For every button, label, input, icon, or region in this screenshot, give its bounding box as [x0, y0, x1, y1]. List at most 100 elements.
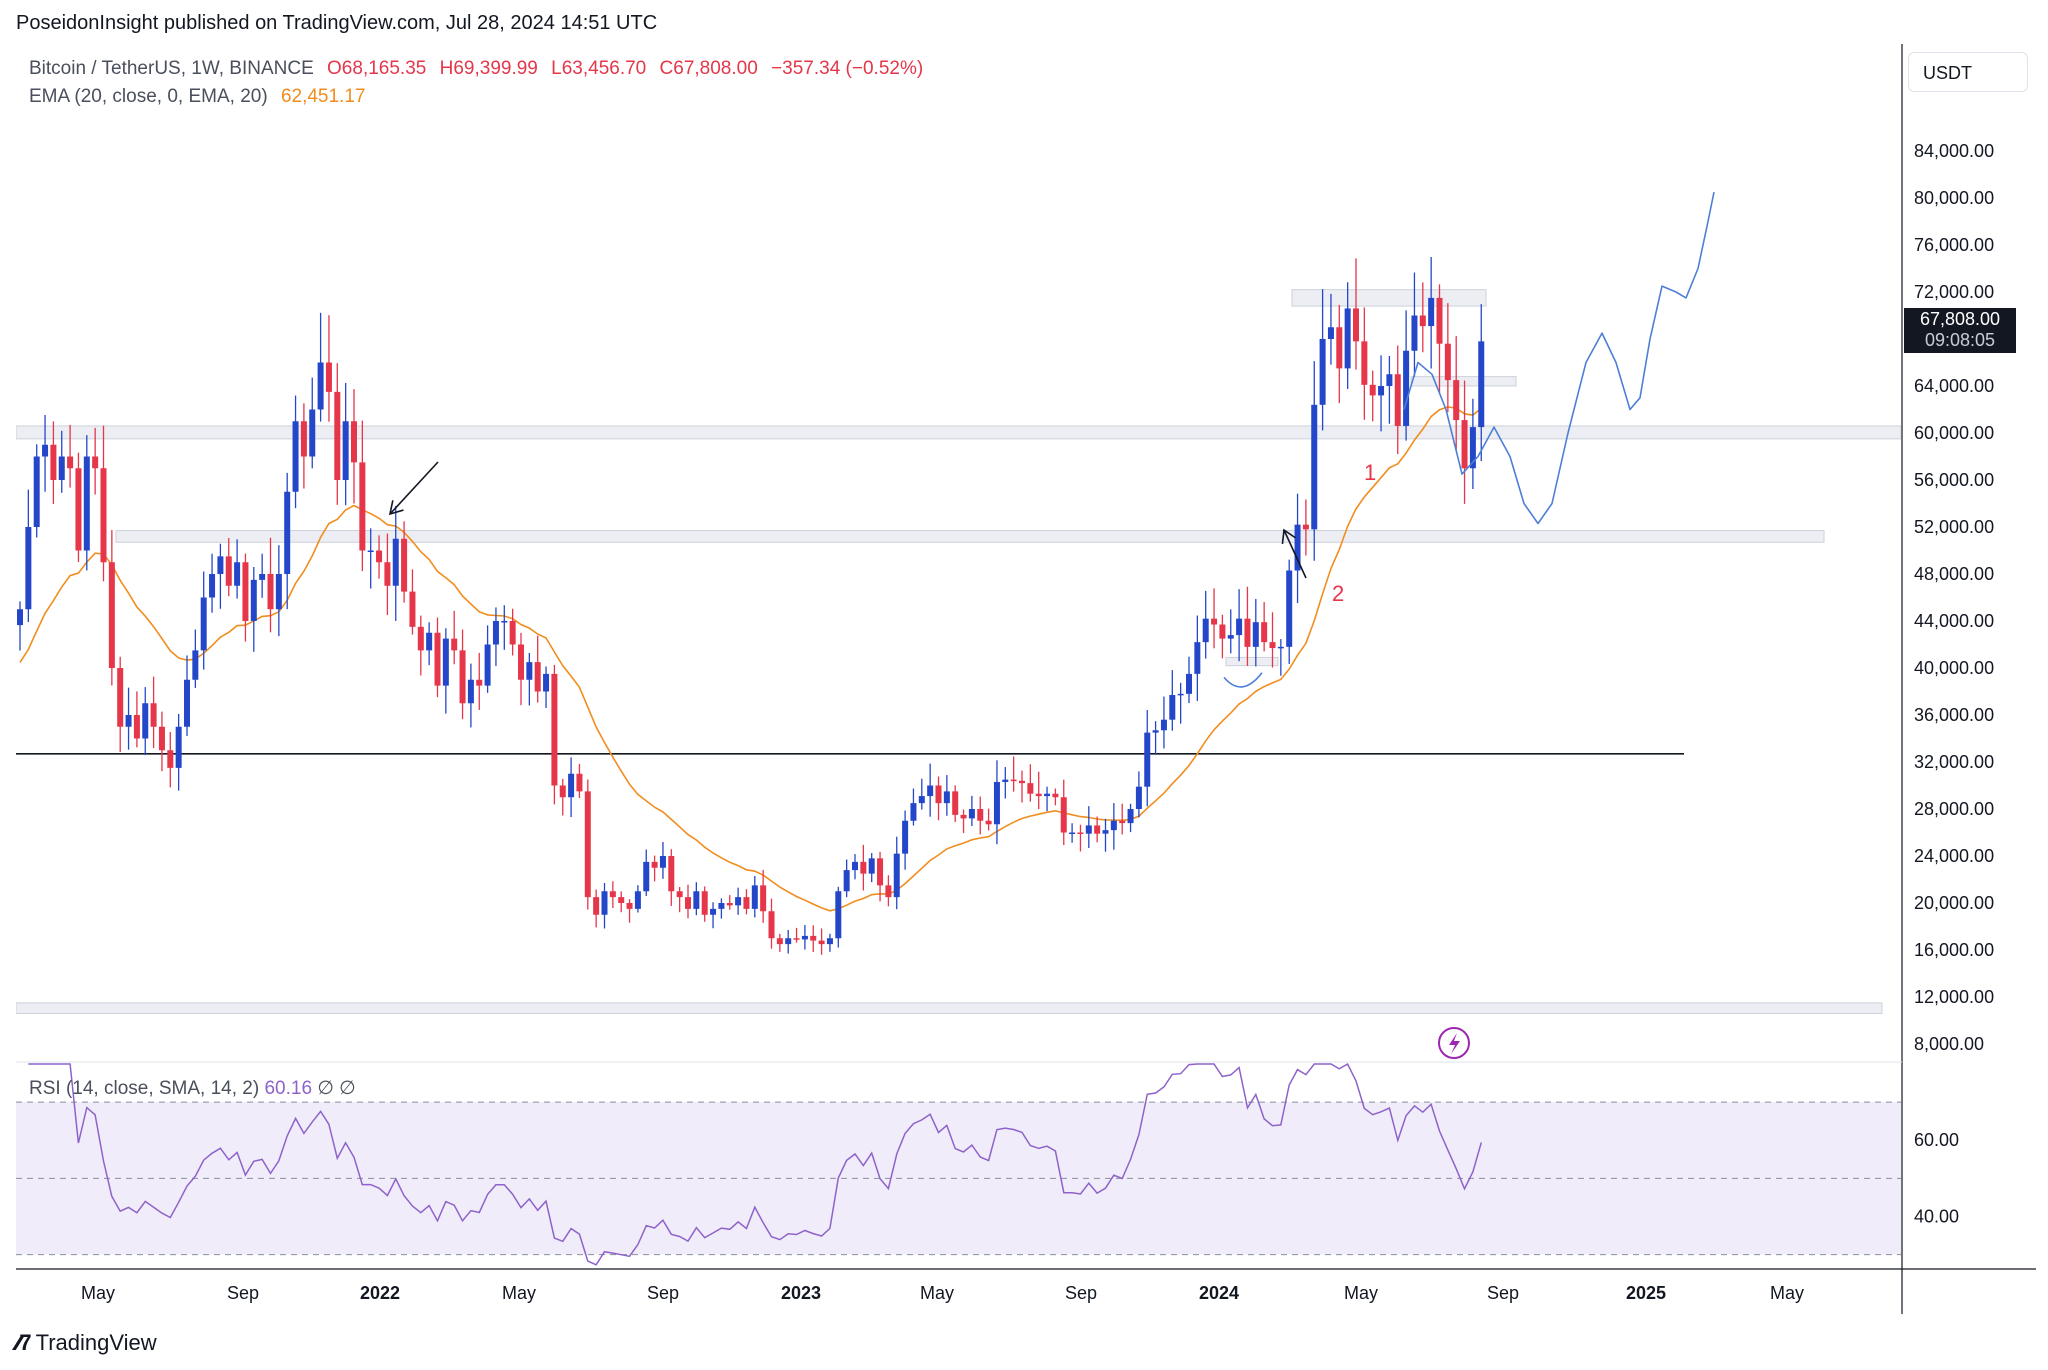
candle [835, 886, 842, 948]
candle [1311, 361, 1318, 561]
candle [392, 505, 399, 621]
candle [534, 635, 541, 703]
chart-area[interactable]: 84,000.00 80,000.00 76,000.00 72,000.00 64,0… [16, 44, 2036, 1314]
candle-body [275, 574, 282, 610]
candle [125, 687, 132, 750]
candle [543, 666, 550, 709]
candle-body [42, 444, 49, 457]
candle [1369, 370, 1376, 422]
candle [25, 489, 32, 623]
rsi-extra: ∅ ∅ [317, 1078, 356, 1099]
candle-body [659, 856, 666, 868]
candle-body [1077, 832, 1084, 834]
candle-body [1027, 783, 1034, 794]
rsi-tick-label: 60.00 [1914, 1130, 1959, 1150]
candle-body [885, 885, 892, 898]
open-value: O68,165.35 [327, 58, 427, 79]
candle [317, 312, 324, 422]
candle-body [242, 562, 249, 621]
price-tick-label: 28,000.00 [1914, 799, 1994, 819]
candle [843, 859, 850, 898]
candle [1302, 499, 1309, 556]
candle-body [1169, 695, 1176, 720]
candle [417, 615, 424, 676]
candle [225, 538, 232, 597]
candle [935, 776, 942, 821]
candle-body [75, 468, 82, 551]
price-tick-label: 72,000.00 [1914, 282, 1994, 302]
candle [1353, 258, 1359, 370]
candle-body [668, 856, 675, 892]
label-2: 2 [1332, 581, 1344, 606]
rsi-tick-label: 40.00 [1914, 1206, 1959, 1226]
candle [100, 425, 107, 582]
candle [1261, 602, 1268, 652]
candle-body [1444, 343, 1451, 381]
price-tick-label: 32,000.00 [1914, 752, 1994, 772]
candle [576, 763, 583, 799]
candle-body [175, 726, 182, 768]
candle-body [1394, 374, 1401, 426]
ema-legend: EMA (20, close, 0, EMA, 20) 62,451.17 [29, 86, 373, 108]
candle-body [434, 632, 441, 686]
candle [793, 927, 800, 943]
candle [459, 629, 466, 720]
candle [810, 925, 817, 953]
time-tick-label: 2022 [360, 1283, 400, 1303]
candle-body [292, 421, 299, 492]
candle [376, 535, 383, 579]
candle [150, 676, 157, 749]
candle-body [376, 550, 383, 563]
tradingview-logo-icon: ⁄⁄7 [16, 1330, 32, 1355]
candle [1294, 493, 1301, 604]
symbol-label[interactable]: Bitcoin / TetherUS, 1W, BINANCE [29, 58, 314, 79]
candle [426, 622, 433, 666]
candle-body [117, 668, 124, 727]
candle-body [192, 650, 199, 680]
candle [1194, 615, 1201, 701]
candle [618, 891, 625, 913]
candle-body [1386, 374, 1393, 386]
candle-body [960, 814, 967, 819]
candle [1286, 559, 1293, 664]
candle-body [743, 897, 750, 909]
candle-body [1286, 570, 1293, 647]
candle-body [1327, 327, 1334, 339]
candle [1035, 771, 1042, 810]
candle [860, 844, 867, 891]
rsi-label[interactable]: RSI (14, close, SMA, 14, 2) [29, 1078, 260, 1099]
zone-51k [115, 530, 1825, 543]
candle-body [317, 362, 324, 410]
candle-body [801, 935, 808, 940]
zone-11k [16, 1002, 1883, 1014]
candle [885, 875, 892, 907]
candle-body [810, 935, 817, 941]
candle-body [1378, 386, 1385, 396]
candle [927, 763, 934, 817]
tradingview-logo[interactable]: ⁄⁄7 TradingView [16, 1330, 157, 1356]
low-value: L63,456.70 [551, 58, 647, 79]
candle-body [509, 621, 516, 645]
candle [1211, 588, 1218, 649]
candle-body [551, 673, 558, 786]
lightning-icon[interactable] [1438, 1027, 1470, 1059]
candle-body [1252, 622, 1259, 647]
price-tick-label: 56,000.00 [1914, 470, 1994, 490]
candle-body [351, 421, 357, 463]
currency-selector[interactable]: USDT [1908, 52, 2028, 92]
candle [668, 849, 675, 906]
candle-body [1194, 642, 1201, 674]
candle [676, 887, 683, 913]
candle [1277, 639, 1284, 676]
candle [1378, 355, 1385, 432]
candle-body [1211, 618, 1218, 625]
price-tick-label: 40,000.00 [1914, 658, 1994, 678]
candle [1394, 345, 1401, 455]
ema-label[interactable]: EMA (20, close, 0, EMA, 20) [29, 86, 268, 107]
candle-body [1478, 341, 1485, 428]
candle-body [367, 550, 374, 552]
candle [1010, 756, 1017, 792]
candle-body [284, 491, 291, 574]
candle-body [1094, 825, 1101, 834]
candle-body [17, 609, 23, 626]
